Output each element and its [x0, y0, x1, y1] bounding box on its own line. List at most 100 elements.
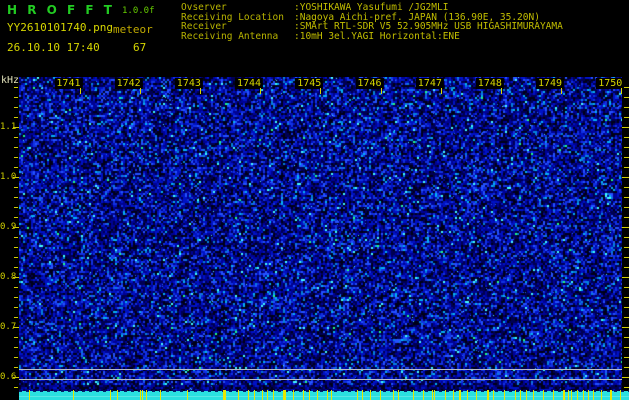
signal-mark [577, 390, 578, 400]
signal-mark [357, 390, 358, 400]
freq-minor-tick [624, 257, 629, 258]
freq-minor-tick [14, 267, 18, 268]
time-label: 1743 [174, 78, 203, 89]
time-tick [139, 88, 141, 94]
signal-mark [423, 390, 424, 400]
signal-mark [110, 390, 111, 400]
station-info-block: Ovserver:YOSHIKAWA Yasufumi /JG2MLI Recei… [181, 3, 563, 42]
freq-major-tick [622, 277, 629, 278]
station-info-value: :10mH 3el.YAGI Horizontal:ENE [294, 31, 460, 43]
strip-faint-line [19, 396, 629, 397]
freq-major-tick [13, 277, 19, 278]
freq-label: 0.7 [0, 322, 17, 332]
freq-minor-tick [624, 247, 629, 248]
spectrogram-noise [19, 77, 622, 391]
reference-line [19, 379, 622, 380]
time-label: 1750 [596, 78, 625, 89]
app-version: 1.0.0f [122, 6, 155, 16]
freq-minor-tick [14, 347, 18, 348]
signal-mark [362, 390, 363, 400]
freq-minor-tick [624, 367, 629, 368]
signal-mark [293, 390, 294, 400]
signal-mark [413, 390, 414, 400]
signal-mark [140, 390, 141, 400]
freq-minor-tick [624, 387, 629, 388]
time-tick [199, 88, 201, 94]
signal-mark [563, 390, 565, 400]
signal-mark [73, 390, 74, 400]
freq-minor-tick [624, 237, 629, 238]
signal-mark [303, 390, 304, 400]
signal-mark [543, 390, 544, 400]
freq-minor-tick [14, 357, 18, 358]
time-label: 1748 [475, 78, 504, 89]
freq-minor-tick [14, 287, 18, 288]
signal-mark [520, 390, 521, 400]
freq-minor-tick [624, 107, 629, 108]
freq-minor-tick [624, 187, 629, 188]
freq-minor-tick [14, 307, 18, 308]
freq-minor-tick [624, 287, 629, 288]
station-info-value: :YOSHIKAWA Yasufumi /JG2MLI [294, 2, 449, 13]
signal-mark [467, 390, 468, 400]
freq-minor-tick [14, 117, 18, 118]
signal-mark [526, 390, 527, 400]
signal-mark [593, 390, 594, 400]
time-tick [320, 88, 322, 94]
freq-minor-tick [14, 187, 18, 188]
station-info-label: Receiving Antenna [181, 31, 279, 43]
signal-mark [487, 390, 489, 400]
time-tick [440, 88, 442, 94]
freq-major-tick [622, 127, 629, 128]
freq-minor-tick [14, 247, 18, 248]
freq-minor-tick [14, 237, 18, 238]
signal-mark [160, 390, 161, 400]
freq-minor-tick [14, 87, 18, 88]
signal-mark [117, 390, 118, 400]
station-info-label: Receiving Location [181, 11, 284, 23]
signal-mark [142, 390, 143, 400]
time-label: 1746 [355, 78, 384, 89]
freq-minor-tick [624, 307, 629, 308]
signal-mark [223, 390, 226, 400]
freq-minor-tick [624, 147, 629, 148]
signal-mark [434, 390, 435, 400]
signal-mark [504, 390, 505, 400]
signal-mark [583, 390, 584, 400]
freq-minor-tick [14, 97, 18, 98]
signal-mark [380, 390, 381, 400]
freq-major-tick [13, 377, 19, 378]
time-tick [621, 88, 623, 94]
signal-mark [309, 390, 310, 400]
count-value: 67 [133, 41, 147, 54]
signal-mark [238, 390, 239, 400]
strip-tick-dashes [19, 390, 629, 392]
signal-mark [588, 390, 589, 400]
station-info-row: Receiving Antenna :10mH 3el.YAGI Horizont… [181, 32, 563, 42]
signal-mark [601, 390, 602, 400]
freq-major-tick [13, 327, 19, 328]
freq-minor-tick [14, 207, 18, 208]
signal-mark [146, 390, 147, 400]
freq-minor-tick [624, 347, 629, 348]
freq-minor-tick [14, 107, 18, 108]
signal-mark [331, 390, 332, 400]
freq-minor-tick [14, 137, 18, 138]
freq-minor-tick [624, 167, 629, 168]
app-title: H R O F F T [7, 3, 115, 17]
signal-mark [493, 390, 494, 400]
freq-major-tick [13, 127, 19, 128]
freq-major-tick [622, 177, 629, 178]
signal-mark [370, 390, 371, 400]
signal-mark [393, 390, 394, 400]
signal-mark [571, 390, 572, 400]
signal-mark [610, 390, 612, 400]
time-label: 1749 [536, 78, 565, 89]
freq-minor-tick [14, 197, 18, 198]
freq-minor-tick [14, 387, 18, 388]
signal-mark [248, 390, 249, 400]
freq-minor-tick [14, 367, 18, 368]
signal-mark [568, 390, 569, 400]
signal-mark [432, 390, 433, 400]
